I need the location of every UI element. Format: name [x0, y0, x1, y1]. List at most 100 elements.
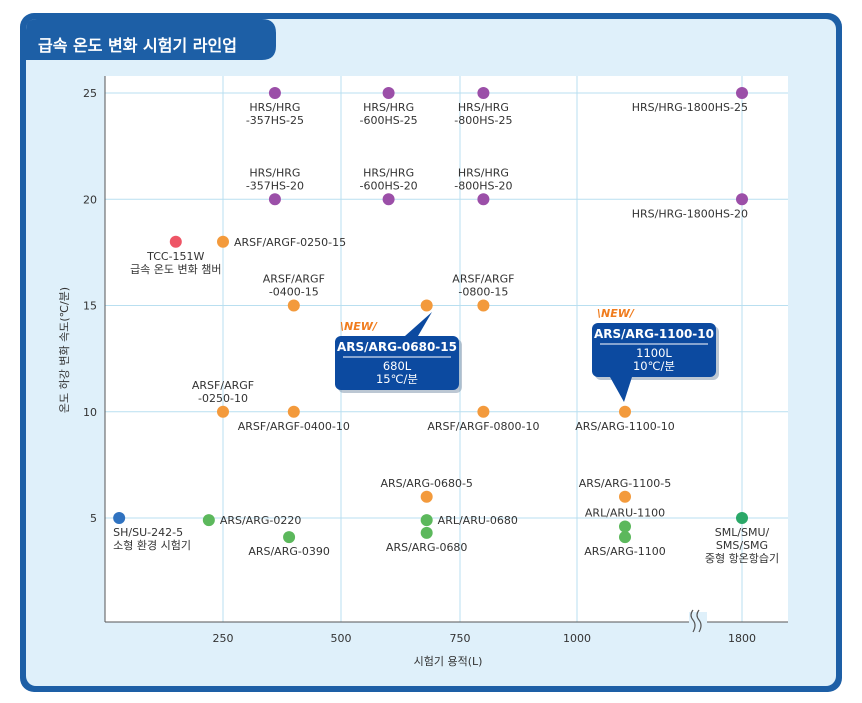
title-tab [26, 19, 276, 60]
x-tick-label: 1000 [563, 632, 591, 645]
data-point [283, 531, 296, 544]
data-point [268, 193, 281, 206]
data-label: -357HS-20 [246, 179, 304, 192]
data-point [113, 512, 126, 524]
axis-break-gap [689, 612, 707, 632]
data-point [619, 520, 631, 533]
data-label: HRS/HRG [249, 101, 300, 114]
data-label: SH/SU-242-5 [113, 526, 183, 539]
data-label: ARSF/ARGF-0400-10 [238, 420, 350, 433]
data-point [202, 514, 215, 527]
y-tick-label: 15 [83, 300, 97, 313]
data-label: ARSF/ARGF-0250-15 [234, 236, 346, 249]
callout-box [335, 336, 459, 390]
x-tick-label: 250 [213, 632, 234, 645]
data-point [217, 235, 229, 248]
data-point [420, 299, 433, 312]
data-point [287, 299, 300, 312]
data-point [477, 299, 490, 312]
data-label: 소형 환경 시험기 [113, 539, 191, 552]
data-point [420, 526, 433, 539]
data-label: ARS/ARG-0680 [386, 541, 468, 554]
data-label: HRS/HRG [363, 166, 414, 179]
data-label: ARS/ARG-1100-5 [579, 477, 671, 490]
data-label: TCC-151W [146, 250, 204, 263]
new-badge: \NEW/ [597, 307, 635, 320]
y-axis-title: 온도 하강 변화 속도(℃/분) [57, 287, 71, 413]
data-points [113, 87, 748, 544]
callout-spec: 680L [383, 359, 412, 373]
data-label: SML/SMU/ [715, 526, 770, 539]
y-tick-label: 5 [90, 512, 97, 525]
data-point [268, 87, 281, 99]
data-label: HRS/HRG-1800HS-20 [632, 207, 748, 220]
data-label: ARSF/ARGF [192, 379, 254, 392]
data-point [477, 87, 490, 99]
data-label: ARS/ARG-1100 [584, 545, 666, 558]
data-point [217, 405, 229, 418]
data-label: ARS/ARG-1100-10 [575, 420, 674, 433]
data-label: ARS/ARG-0680-5 [380, 477, 472, 490]
data-label: -800HS-20 [454, 179, 512, 192]
new-badge: \NEW/ [340, 320, 378, 333]
data-label: -0250-10 [198, 392, 248, 405]
axis-break-mark-2 [696, 609, 702, 633]
data-point [736, 193, 748, 206]
data-label: ARL/ARU-1100 [585, 507, 665, 520]
data-point [619, 405, 631, 418]
data-label: -600HS-20 [360, 179, 418, 192]
data-label: HRS/HRG [458, 166, 509, 179]
data-labels: HRS/HRG-357HS-25HRS/HRG-600HS-25HRS/HRG-… [113, 101, 779, 565]
data-label: ARSF/ARGF [263, 273, 325, 286]
x-tick-label: 1800 [728, 632, 756, 645]
data-point [420, 490, 433, 503]
data-label: HRS/HRG [363, 101, 414, 114]
data-point [382, 193, 395, 206]
data-label: ARL/ARU-0680 [438, 514, 518, 527]
data-point [619, 531, 631, 544]
data-point [169, 235, 182, 248]
callout-spec: 1100L [636, 346, 672, 360]
callout-tail [405, 312, 432, 336]
data-label: SMS/SMG [716, 539, 768, 552]
data-label: -0400-15 [269, 286, 319, 299]
x-axis-title: 시험기 용적(L) [414, 655, 483, 668]
data-label: -0800-15 [458, 286, 508, 299]
data-label: ARS/ARG-0390 [248, 545, 330, 558]
callout-box [592, 323, 716, 377]
y-tick-label: 20 [83, 193, 97, 206]
data-label: 중형 항온항습기 [705, 552, 779, 565]
data-point [619, 490, 631, 503]
data-label: HRS/HRG [458, 101, 509, 114]
data-label: HRS/HRG-1800HS-25 [632, 101, 748, 114]
y-tick-label: 10 [83, 406, 97, 419]
axis-break-mark-1 [690, 609, 696, 633]
x-tick-label: 750 [450, 632, 471, 645]
callout-spec: 15℃/분 [376, 372, 418, 386]
data-label: -357HS-25 [246, 114, 304, 127]
data-point [736, 87, 748, 99]
data-label: -600HS-25 [360, 114, 418, 127]
x-tick-label: 500 [331, 632, 352, 645]
data-point [477, 405, 490, 418]
y-tick-label: 25 [83, 87, 97, 100]
data-point [477, 193, 490, 206]
data-point [420, 514, 433, 527]
data-label: 급속 온도 변화 챔버 [130, 263, 221, 276]
data-point [382, 87, 395, 99]
grid-lines [105, 76, 788, 622]
data-label: -800HS-25 [454, 114, 512, 127]
data-label: ARSF/ARGF [452, 273, 514, 286]
data-point [736, 512, 748, 524]
chart-title: 급속 온도 변화 시험기 라인업 [38, 36, 237, 55]
data-label: ARS/ARG-0220 [220, 514, 302, 527]
callout-tail [610, 377, 632, 402]
data-label: ARSF/ARGF-0800-10 [427, 420, 539, 433]
data-point [287, 405, 300, 418]
data-label: HRS/HRG [249, 166, 300, 179]
callout-model-name: ARS/ARG-1100-10 [594, 327, 714, 341]
